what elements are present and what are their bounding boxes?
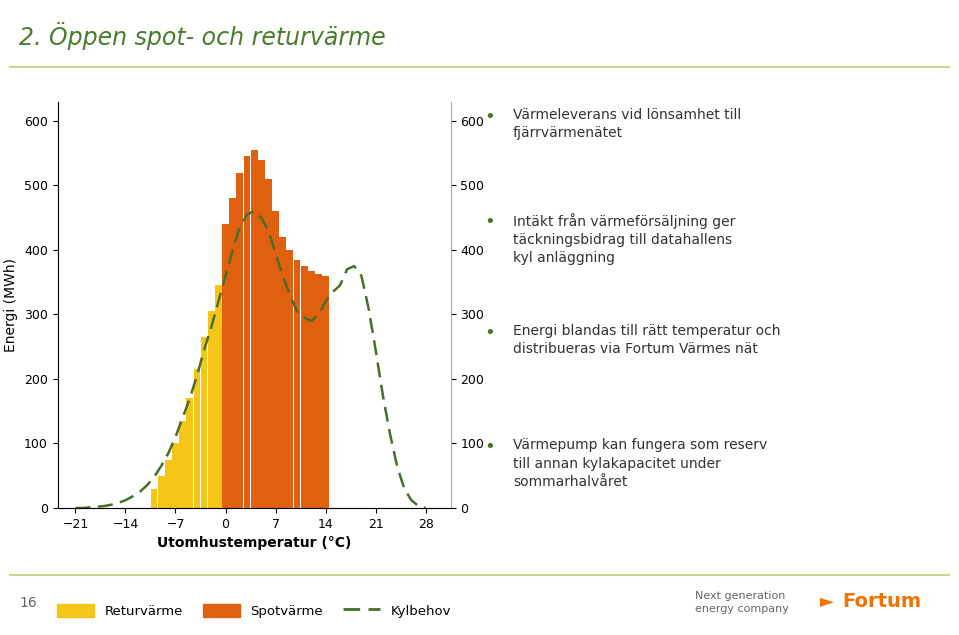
Bar — [151, 489, 157, 508]
Bar — [301, 266, 308, 508]
Bar — [322, 276, 329, 508]
Bar — [237, 173, 244, 508]
Bar — [229, 198, 236, 508]
Bar — [272, 211, 279, 508]
Bar — [222, 224, 229, 508]
Bar — [316, 274, 322, 508]
Bar — [194, 370, 200, 508]
Bar — [179, 421, 186, 508]
Text: Fortum: Fortum — [842, 592, 922, 611]
Bar — [250, 150, 258, 508]
Text: •: • — [484, 438, 495, 456]
Bar — [215, 286, 222, 508]
X-axis label: Utomhustemperatur (°C): Utomhustemperatur (°C) — [157, 537, 351, 551]
Bar — [258, 159, 265, 508]
Bar — [208, 311, 215, 508]
Bar — [244, 156, 250, 508]
Legend: Returvärme, Spotvärme, Kylbehov: Returvärme, Spotvärme, Kylbehov — [52, 599, 456, 624]
Bar — [200, 337, 207, 508]
Text: Värmepump kan fungera som reserv
till annan kylakapacitet under
sommarhalvåret: Värmepump kan fungera som reserv till an… — [513, 438, 767, 489]
Text: 16: 16 — [19, 596, 37, 610]
Bar — [265, 179, 271, 508]
Bar — [293, 260, 300, 508]
Text: 2. Öppen spot- och returvärme: 2. Öppen spot- och returvärme — [19, 22, 386, 50]
Bar — [172, 443, 179, 508]
Bar — [308, 271, 315, 508]
Text: Energi blandas till rätt temperatur och
distribueras via Fortum Värmes nät: Energi blandas till rätt temperatur och … — [513, 324, 781, 356]
Text: ►: ► — [820, 592, 833, 610]
Text: Next generation
energy company: Next generation energy company — [695, 591, 789, 614]
Bar — [287, 250, 293, 508]
Bar — [279, 237, 286, 508]
Y-axis label: Energi (MWh): Energi (MWh) — [4, 258, 18, 352]
Text: •: • — [484, 213, 495, 231]
Text: Värmeleverans vid lönsamhet till
fjärrvärmenätet: Värmeleverans vid lönsamhet till fjärrvä… — [513, 108, 741, 140]
Text: Intäkt från värmeförsäljning ger
täckningsbidrag till datahallens
kyl anläggning: Intäkt från värmeförsäljning ger täcknin… — [513, 213, 736, 265]
Bar — [186, 398, 193, 508]
Text: •: • — [484, 108, 495, 126]
Bar — [165, 460, 172, 508]
Text: •: • — [484, 324, 495, 342]
Bar — [158, 476, 165, 508]
